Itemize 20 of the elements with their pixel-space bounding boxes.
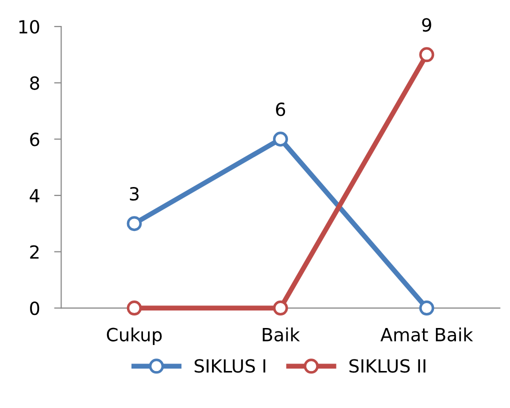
- y-tick-label: 8: [30, 76, 40, 90]
- data-label: 6: [276, 102, 286, 116]
- point: [273, 300, 288, 316]
- legend-label: SIKLUS I: [194, 359, 266, 373]
- point: [273, 132, 288, 147]
- x-tick-label: Baik: [262, 327, 300, 342]
- y-tick-label: 10: [19, 20, 40, 34]
- point: [126, 300, 142, 316]
- x-tick-label: Cukup: [106, 327, 162, 345]
- y-tick-label: 0: [30, 302, 40, 316]
- data-label: 3: [130, 186, 139, 201]
- y-tick-label: 2: [30, 245, 39, 259]
- data-label: 9: [422, 18, 432, 32]
- point: [126, 216, 142, 232]
- point: [419, 300, 434, 316]
- x-tick-label: Amat Baik: [380, 327, 474, 342]
- legend-label: SIKLUS II: [349, 359, 426, 373]
- point: [419, 47, 434, 62]
- y-tick-label: 4: [30, 189, 40, 202]
- y-tick-label: 6: [30, 132, 40, 146]
